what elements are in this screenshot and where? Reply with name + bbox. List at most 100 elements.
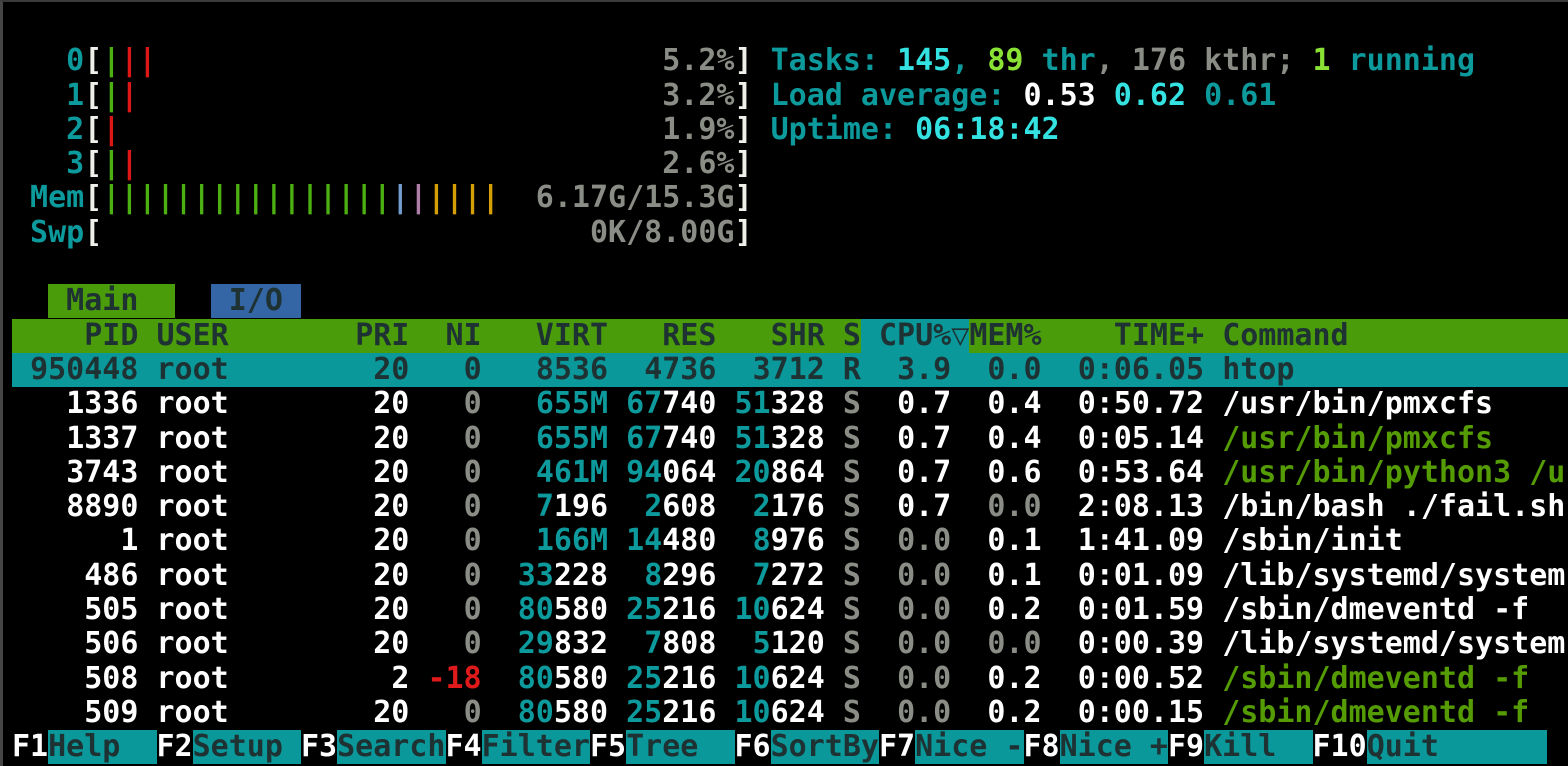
- tab-io[interactable]: I/O: [210, 284, 301, 319]
- fkey-f3-label[interactable]: Search: [337, 730, 446, 765]
- cpu3-meter-label: 3: [12, 147, 85, 182]
- cell-s: S: [842, 524, 861, 559]
- cell-gap: [608, 456, 626, 490]
- text-segment: [753, 79, 771, 113]
- cell-cpu: 0.0: [897, 661, 952, 696]
- cell-pad: [355, 593, 373, 627]
- fkey-f7-label[interactable]: Nice -: [915, 730, 1024, 765]
- fkey-f5-label[interactable]: Tree: [626, 730, 735, 765]
- fkey-f4-label[interactable]: Filter: [481, 730, 590, 765]
- cell-time: 1:41.09: [1077, 524, 1205, 559]
- cell-gap: [825, 524, 843, 558]
- cell-gap: [861, 696, 879, 730]
- cell-pad: [735, 353, 753, 387]
- column-header-time[interactable]: TIME+: [1059, 318, 1205, 353]
- process-row-1[interactable]: 1 root 20 0 166M 14480 8976 S 0.0 0.1 1:…: [12, 524, 1568, 558]
- cell-pad: [969, 422, 987, 456]
- cell-res: 8: [644, 558, 663, 593]
- cell-shr: 272: [770, 558, 825, 593]
- cpu1-meter-bars: |: [102, 78, 121, 113]
- cell-shr: 7: [752, 558, 771, 593]
- cell-gap: [1204, 524, 1222, 558]
- process-row-8890[interactable]: 8890 root 20 0 7196 2608 2176 S 0.7 0.0 …: [12, 490, 1568, 524]
- process-row-506[interactable]: 506 root 20 0 29832 7808 5120 S 0.0 0.0 …: [12, 627, 1568, 661]
- column-header-s[interactable]: S: [842, 318, 861, 353]
- cell-gap: [482, 490, 518, 524]
- process-row-950448[interactable]: 950448 root 20 0 8536 4736 3712 R 3.9 0.…: [12, 352, 1568, 388]
- cell-pad: [427, 524, 463, 558]
- cell-pad: [229, 696, 355, 730]
- fkey-f6[interactable]: F6: [734, 730, 771, 765]
- process-row-486[interactable]: 486 root 20 0 33228 8296 7272 S 0.0 0.1 …: [12, 559, 1568, 593]
- fkey-f10-label[interactable]: Quit: [1366, 730, 1548, 765]
- cell-ni: 0: [463, 695, 482, 730]
- header-gap: [409, 319, 427, 353]
- cell-pad: [355, 422, 373, 456]
- cell-pad: [879, 593, 897, 627]
- cell-command: /lib/systemd/system: [1222, 558, 1566, 593]
- fkey-f4[interactable]: F4: [445, 730, 482, 765]
- process-row-508[interactable]: 508 root 2 -18 80580 25216 10624 S 0.0 0…: [12, 662, 1568, 696]
- cell-pad: [735, 524, 753, 558]
- column-header-sort[interactable]: ▽: [951, 318, 970, 353]
- process-row-1337[interactable]: 1337 root 20 0 655M 67740 51328 S 0.7 0.…: [12, 422, 1568, 456]
- cell-user: root: [156, 524, 229, 559]
- cell-pid: 950448: [30, 352, 139, 387]
- cell-pid: 486: [84, 558, 139, 593]
- fkey-f6-label[interactable]: SortBy: [770, 730, 879, 765]
- fkey-f8-label[interactable]: Nice +: [1059, 730, 1168, 765]
- memory-meter-open-bracket: [: [84, 181, 103, 216]
- process-row-509[interactable]: 509 root 20 0 80580 25216 10624 S 0.0 0.…: [12, 696, 1568, 730]
- column-header-res[interactable]: RES: [626, 318, 717, 353]
- cell-gap: [608, 627, 626, 661]
- cell-res: 67: [626, 387, 663, 422]
- fkey-f1-label[interactable]: Help: [48, 730, 157, 765]
- process-row-3743[interactable]: 3743 root 20 0 461M 94064 20864 S 0.7 0.…: [12, 456, 1568, 490]
- fkey-f7[interactable]: F7: [879, 730, 916, 765]
- column-header-ni[interactable]: NI: [427, 318, 482, 353]
- cell-pad: [12, 593, 84, 627]
- fkey-f2[interactable]: F2: [156, 730, 193, 765]
- cell-ni: 0: [463, 387, 482, 422]
- cpu1-meter-value: 3.2%: [662, 78, 735, 113]
- column-header-command[interactable]: Command: [1222, 318, 1566, 353]
- cell-cpu: 0.0: [897, 627, 952, 662]
- tab-main[interactable]: Main: [48, 284, 175, 319]
- cell-sort: [951, 593, 969, 627]
- cell-pad: [1060, 696, 1078, 730]
- column-header-pri[interactable]: PRI: [355, 318, 410, 353]
- fkey-f10[interactable]: F10: [1312, 730, 1367, 765]
- process-row-1336[interactable]: 1336 root 20 0 655M 67740 51328 S 0.7 0.…: [12, 387, 1568, 421]
- cell-gap: [825, 422, 843, 456]
- cell-pad: [229, 593, 355, 627]
- cpu2-meter-fill: [120, 113, 662, 147]
- cell-gap: [482, 662, 518, 696]
- tasks-summary-text: 176 kthr;: [1131, 44, 1313, 79]
- fkey-f8[interactable]: F8: [1023, 730, 1060, 765]
- fkey-f3[interactable]: F3: [301, 730, 338, 765]
- fkey-f9-label[interactable]: Kill: [1204, 730, 1313, 765]
- column-header-pid[interactable]: PID: [12, 318, 139, 353]
- column-header-mem[interactable]: MEM%: [969, 318, 1042, 353]
- column-header-shr[interactable]: SHR: [734, 318, 825, 353]
- column-header-user[interactable]: USER: [156, 318, 356, 353]
- cell-s: S: [842, 421, 861, 456]
- header-gap: [825, 319, 843, 353]
- column-header-cpu[interactable]: CPU%: [879, 318, 952, 353]
- fkey-f2-label[interactable]: Setup: [192, 730, 301, 765]
- cell-pad: [427, 490, 463, 524]
- cpu2-meter-label: 2: [12, 112, 85, 147]
- column-header-virt[interactable]: VIRT: [517, 318, 609, 353]
- cell-gap: [409, 422, 427, 456]
- fkey-f1[interactable]: F1: [12, 730, 49, 765]
- process-row-505[interactable]: 505 root 20 0 80580 25216 10624 S 0.0 0.…: [12, 593, 1568, 627]
- cell-res: 7: [644, 627, 663, 662]
- fkey-f5[interactable]: F5: [590, 730, 627, 765]
- cpu2-meter-value: 1.9%: [662, 112, 735, 147]
- cell-pad: [229, 662, 355, 696]
- cell-gap: [409, 353, 427, 387]
- cell-mem: 0.4: [987, 421, 1042, 456]
- cell-gap: [825, 696, 843, 730]
- cell-res: 14: [626, 524, 663, 559]
- fkey-f9[interactable]: F9: [1168, 730, 1205, 765]
